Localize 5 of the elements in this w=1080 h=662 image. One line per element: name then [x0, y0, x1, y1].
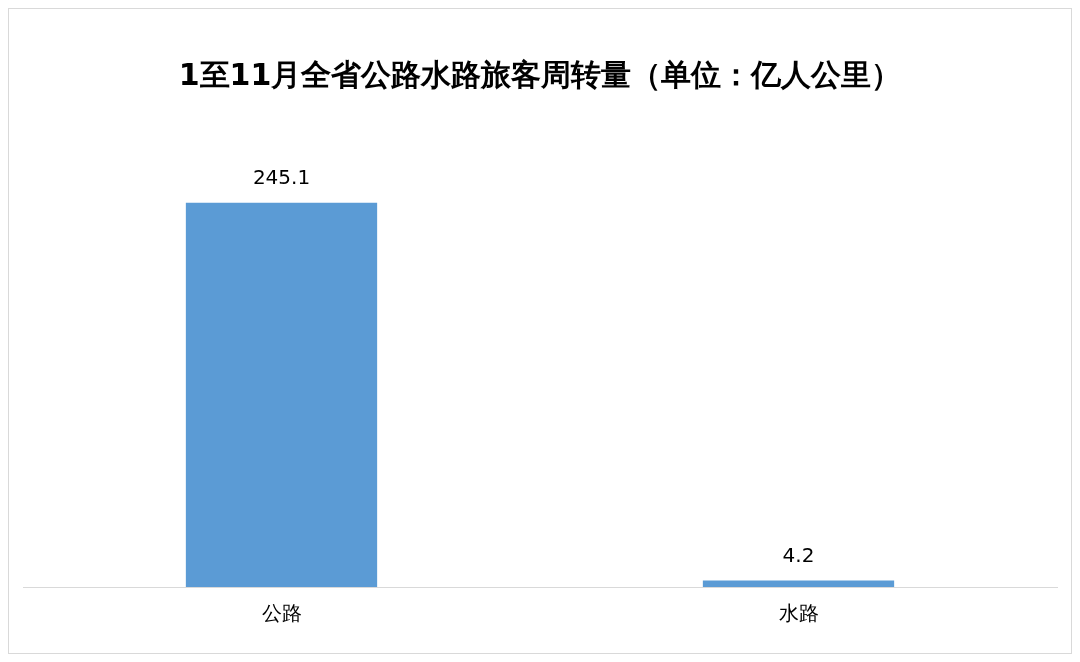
data-label: 245.1: [252, 164, 311, 189]
chart-title: 1至11月全省公路水路旅客周转量（单位：亿人公里）: [178, 56, 902, 92]
x-tick-label: 水路: [778, 601, 819, 626]
x-tick-label: 公路: [261, 601, 302, 626]
data-label: 4.2: [782, 542, 815, 567]
